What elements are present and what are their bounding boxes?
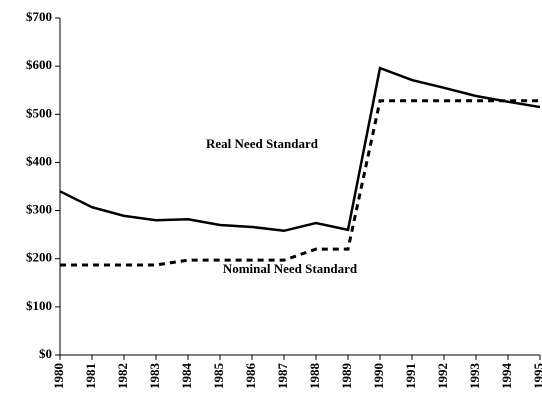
x-tick-label: 1984 bbox=[179, 363, 194, 390]
x-tick-label: 1982 bbox=[115, 363, 130, 389]
y-tick-label: $700 bbox=[26, 9, 52, 24]
x-tick-label: 1991 bbox=[403, 363, 418, 389]
series-label: Real Need Standard bbox=[206, 136, 319, 151]
series-line bbox=[60, 99, 540, 267]
x-tick-label: 1986 bbox=[243, 363, 258, 390]
x-tick-label: 1990 bbox=[371, 363, 386, 389]
y-tick-label: $500 bbox=[26, 105, 52, 120]
x-tick-label: 1988 bbox=[307, 363, 322, 390]
y-tick-label: $400 bbox=[26, 153, 52, 168]
y-tick-label: $100 bbox=[26, 298, 52, 313]
series-line bbox=[59, 66, 541, 233]
series-label: Nominal Need Standard bbox=[223, 261, 358, 276]
x-tick-label: 1995 bbox=[531, 363, 542, 390]
x-tick-label: 1985 bbox=[211, 363, 226, 390]
x-tick-label: 1980 bbox=[51, 363, 66, 389]
y-tick-label: $0 bbox=[39, 346, 52, 361]
x-tick-label: 1987 bbox=[275, 363, 290, 390]
y-tick-label: $600 bbox=[26, 57, 52, 72]
x-tick-label: 1983 bbox=[147, 363, 162, 390]
x-tick-label: 1981 bbox=[83, 363, 98, 389]
x-tick-label: 1989 bbox=[339, 363, 354, 390]
x-tick-label: 1993 bbox=[467, 363, 482, 390]
x-tick-label: 1994 bbox=[499, 363, 514, 390]
x-tick-label: 1992 bbox=[435, 363, 450, 389]
y-tick-label: $300 bbox=[26, 202, 52, 217]
y-tick-label: $200 bbox=[26, 250, 52, 265]
